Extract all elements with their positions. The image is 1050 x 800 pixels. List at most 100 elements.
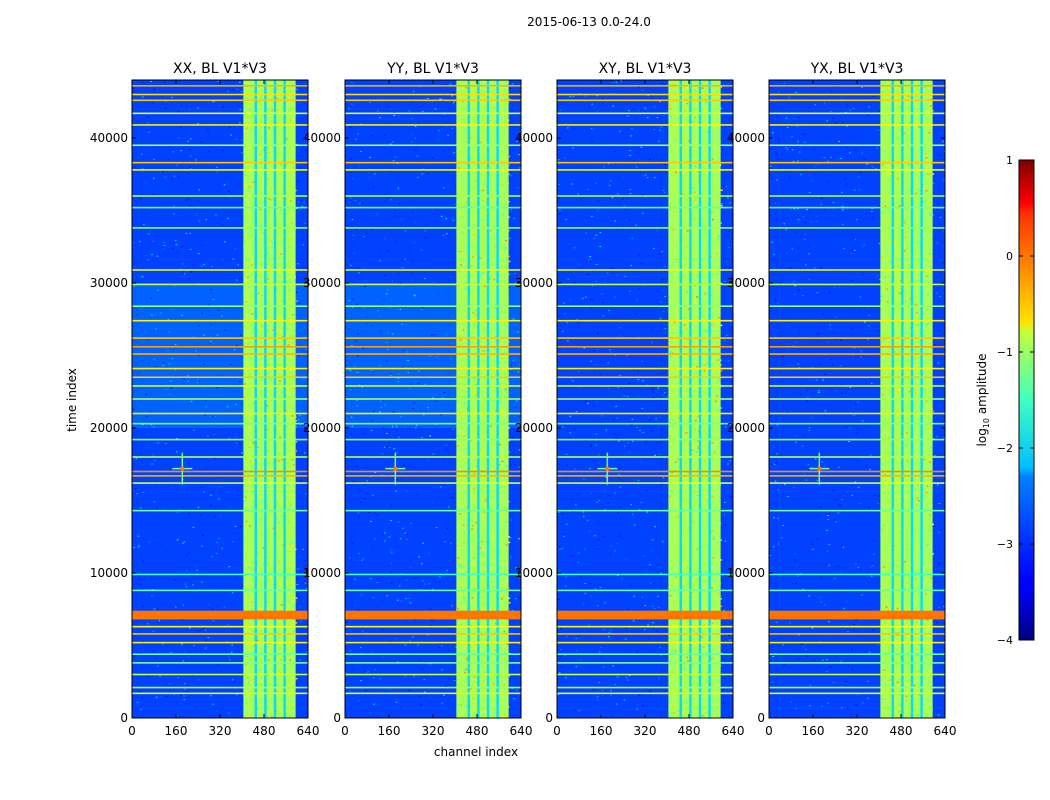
- noise-pixel: [168, 326, 171, 327]
- rfi-line: [557, 283, 733, 286]
- noise-pixel: [396, 661, 399, 663]
- noise-pixel: [579, 199, 581, 201]
- band-pixel: [279, 584, 282, 586]
- band-pixel: [678, 410, 680, 413]
- noise-pixel: [203, 363, 205, 365]
- noise-pixel: [570, 382, 572, 384]
- band-pixel: [475, 465, 478, 468]
- noise-pixel: [173, 175, 176, 177]
- noise-pixel: [146, 416, 148, 418]
- band-pixel: [246, 409, 248, 412]
- band-pixel: [669, 104, 672, 106]
- noise-pixel: [573, 678, 576, 680]
- noise-pixel: [177, 511, 179, 513]
- band-pixel: [672, 160, 675, 162]
- noise-pixel: [595, 264, 598, 265]
- noise-pixel: [136, 702, 139, 704]
- band-pixel: [462, 216, 465, 218]
- y-tick-label: 0: [333, 711, 341, 725]
- noise-pixel: [518, 449, 521, 451]
- noise-pixel: [589, 583, 592, 585]
- noise-pixel: [350, 172, 352, 174]
- noise-pixel: [301, 424, 304, 425]
- noise-pixel: [202, 534, 204, 536]
- band-pixel: [252, 441, 255, 444]
- band-pixel: [293, 709, 296, 711]
- noise-pixel: [635, 224, 637, 226]
- noise-pixel: [657, 442, 659, 444]
- band-pixel: [506, 81, 509, 83]
- band-pixel: [475, 626, 478, 629]
- noise-pixel: [440, 126, 443, 128]
- band-pixel: [718, 361, 721, 363]
- noise-pixel: [771, 177, 773, 179]
- noise-pixel: [151, 103, 154, 104]
- band-pixel: [669, 356, 672, 358]
- rfi-line: [557, 319, 733, 322]
- band-pixel: [508, 98, 511, 100]
- noise-pixel: [367, 546, 370, 547]
- band-pixel: [712, 352, 715, 354]
- noise-pixel: [376, 213, 378, 215]
- noise-pixel: [413, 216, 415, 218]
- noise-pixel: [563, 302, 565, 304]
- rfi-line: [557, 169, 733, 171]
- noise-pixel: [221, 709, 224, 710]
- band-pixel: [503, 116, 506, 119]
- band-pixel: [674, 665, 676, 667]
- band-pixel: [245, 702, 248, 704]
- band-pixel: [256, 696, 259, 698]
- band-pixel: [710, 255, 713, 258]
- noise-pixel: [783, 82, 786, 84]
- band-pixel: [684, 135, 687, 137]
- noise-pixel: [413, 675, 415, 677]
- band-pixel: [277, 314, 279, 316]
- noise-pixel: [412, 210, 414, 212]
- noise-pixel: [133, 565, 135, 567]
- noise-pixel: [376, 215, 379, 217]
- band-pixel: [257, 454, 259, 457]
- band-pixel: [711, 403, 714, 405]
- band-pixel: [480, 496, 483, 498]
- spike-core: [393, 466, 398, 471]
- x-tick-label: 480: [466, 724, 489, 738]
- band-pixel: [500, 598, 503, 600]
- noise-pixel: [430, 625, 432, 627]
- noise-pixel: [366, 480, 368, 482]
- band-pixel: [278, 521, 281, 523]
- y-tick-label: 30000: [90, 276, 128, 290]
- noise-pixel: [634, 91, 637, 93]
- noise-pixel: [769, 515, 771, 517]
- band-pixel: [701, 318, 704, 321]
- noise-pixel: [661, 541, 664, 543]
- noise-pixel: [593, 236, 595, 238]
- noise-pixel: [625, 677, 628, 678]
- noise-pixel: [652, 397, 655, 399]
- band-pixel: [703, 643, 705, 645]
- band-pixel: [685, 432, 688, 434]
- band-pixel: [500, 708, 503, 710]
- noise-pixel: [852, 210, 854, 212]
- band-pixel: [261, 129, 263, 131]
- noise-pixel: [211, 265, 213, 267]
- noise-pixel: [644, 107, 646, 109]
- band-pixel: [488, 272, 491, 275]
- noise-pixel: [723, 327, 725, 328]
- band-pixel: [251, 601, 254, 604]
- noise-pixel: [402, 527, 404, 529]
- noise-pixel: [515, 406, 517, 408]
- band-pixel: [677, 370, 680, 372]
- noise-pixel: [518, 642, 521, 644]
- noise-pixel: [173, 213, 175, 215]
- noise-pixel: [417, 644, 419, 646]
- noise-pixel: [515, 567, 517, 569]
- noise-pixel: [591, 285, 594, 287]
- noise-pixel: [640, 410, 643, 412]
- noise-pixel: [155, 696, 158, 698]
- noise-pixel: [731, 425, 733, 427]
- noise-pixel: [142, 492, 145, 493]
- band-pixel: [719, 222, 722, 224]
- noise-pixel: [379, 411, 381, 413]
- band-pixel: [291, 415, 294, 417]
- band-pixel: [705, 139, 708, 142]
